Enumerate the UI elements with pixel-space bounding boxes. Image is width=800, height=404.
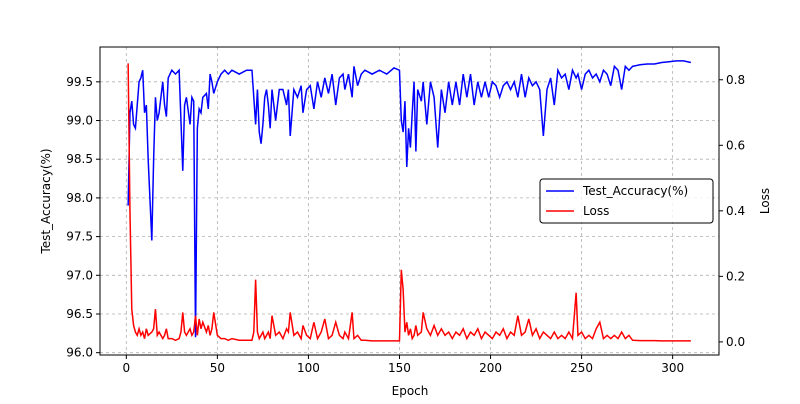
y2-tick-label: 0.4	[726, 204, 745, 218]
y-tick-label: 96.5	[66, 307, 93, 321]
x-tick-label: 150	[388, 361, 411, 375]
legend-box	[539, 178, 714, 224]
plot-frame	[99, 46, 720, 356]
y-tick-label: 96.0	[66, 346, 93, 360]
x-tick-label: 100	[297, 361, 320, 375]
y-tick-label: 98.5	[66, 152, 93, 166]
series-line	[127, 60, 692, 338]
y2-tick-label: 0.0	[726, 335, 745, 349]
x-axis-label: Epoch	[392, 384, 429, 398]
x-tick-label: 250	[570, 361, 593, 375]
x-tick-label: 50	[210, 361, 225, 375]
series-line	[127, 63, 691, 342]
y2-tick-label: 0.2	[726, 269, 745, 283]
x-tick-label: 300	[661, 361, 684, 375]
y-tick-label: 99.5	[66, 75, 93, 89]
x-tick-label: 200	[479, 361, 502, 375]
y-tick-label: 97.0	[66, 268, 93, 282]
y2-tick-label: 0.8	[726, 73, 745, 87]
y2-tick-label: 0.6	[726, 138, 745, 152]
y-tick-label: 99.0	[66, 114, 93, 128]
y-tick-label: 98.0	[66, 191, 93, 205]
x-tick-label: 0	[122, 361, 130, 375]
y2-axis-label: Loss	[758, 188, 772, 214]
legend-label: Loss	[583, 204, 609, 218]
y-tick-label: 97.5	[66, 230, 93, 244]
legend-label: Test_Accuracy(%)	[582, 184, 688, 198]
y-axis-label: Test_Accuracy(%)	[39, 148, 53, 254]
